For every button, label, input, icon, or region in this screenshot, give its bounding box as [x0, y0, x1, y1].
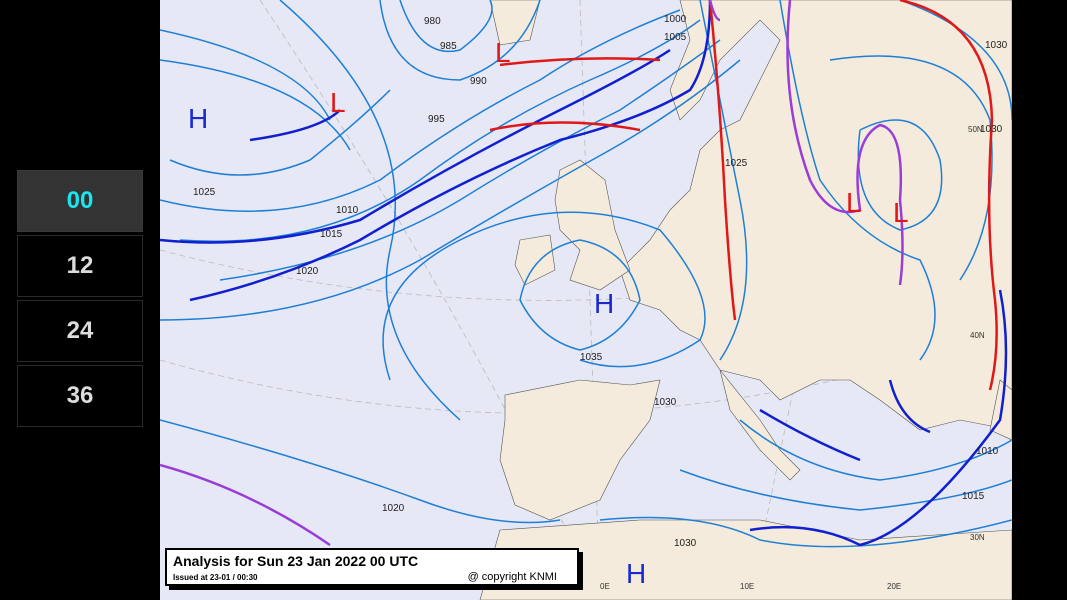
warm-front [899, 0, 998, 391]
isobar-label: 1015 [962, 491, 985, 502]
occluded-front [708, 0, 721, 22]
occluded-front [786, 0, 904, 286]
caption-copyright: @ copyright KNMI [467, 571, 557, 583]
land [479, 0, 1012, 600]
step-button-36[interactable]: 36 [17, 365, 143, 427]
isobar-label: 1000 [664, 14, 687, 25]
step-button-24[interactable]: 24 [17, 300, 143, 362]
cold-front [759, 408, 861, 462]
isobar-label: 1025 [725, 158, 748, 169]
grid-labels: 40N 30N 0E 10E 20E 50N [600, 125, 985, 591]
isobar-label: 1030 [985, 40, 1008, 51]
map-svg: 980 985 990 995 1000 1005 1010 1015 1020… [160, 0, 1012, 600]
cold-front [888, 379, 931, 434]
grid-label: 40N [970, 331, 985, 340]
low-pressure-center: L [495, 37, 511, 68]
isobar-label: 1030 [674, 538, 697, 549]
isobar-label: 1030 [980, 124, 1003, 135]
isobar-label: 1030 [654, 397, 677, 408]
isobar-label: 1010 [336, 205, 359, 216]
high-pressure-center: H [626, 558, 646, 589]
weather-analysis-map: 980 985 990 995 1000 1005 1010 1015 1020… [160, 0, 1012, 600]
cold-front [160, 48, 671, 244]
isobar-label: 1025 [193, 187, 216, 198]
isobar-labels: 980 985 990 995 1000 1005 1010 1015 1020… [193, 14, 1008, 549]
occluded-front [160, 463, 331, 547]
isobar-label: 985 [440, 41, 457, 52]
isobar-label: 1015 [320, 229, 343, 240]
warm-front [499, 57, 661, 67]
isobar-label: 1010 [976, 446, 999, 457]
grid-label: 0E [600, 582, 610, 591]
caption-issued: Issued at 23-01 / 00:30 [173, 573, 258, 582]
map-caption: Analysis for Sun 23 Jan 2022 00 UTC Issu… [165, 548, 579, 586]
low-pressure-center: L [330, 87, 346, 118]
high-pressure-center: H [594, 288, 614, 319]
isobar-label: 1020 [382, 503, 405, 514]
caption-title: Analysis for Sun 23 Jan 2022 00 UTC [173, 553, 419, 569]
forecast-step-selector: 00 12 24 36 [17, 170, 143, 430]
low-pressure-center: L [893, 197, 909, 228]
grid-label: 20E [887, 582, 901, 591]
grid-label: 30N [970, 533, 985, 542]
fronts [160, 0, 1008, 547]
high-pressure-center: H [188, 103, 208, 134]
isobars [160, 0, 1012, 548]
grid-label: 50N [968, 125, 983, 134]
grid-label: 10E [740, 582, 754, 591]
isobar-label: 980 [424, 16, 441, 27]
cold-front [249, 109, 341, 142]
pressure-centers: H L L H L L H [188, 37, 909, 589]
isobar-label: 1035 [580, 352, 603, 363]
cold-front [749, 289, 1008, 547]
isobar-label: 995 [428, 114, 445, 125]
warm-front [489, 121, 641, 132]
cold-front [189, 0, 712, 302]
warm-front [708, 0, 737, 321]
isobar-label: 990 [470, 76, 487, 87]
low-pressure-center: L [846, 187, 862, 218]
step-button-00[interactable]: 00 [17, 170, 143, 232]
isobar-label: 1020 [296, 266, 319, 277]
step-button-12[interactable]: 12 [17, 235, 143, 297]
isobar-label: 1005 [664, 32, 687, 43]
